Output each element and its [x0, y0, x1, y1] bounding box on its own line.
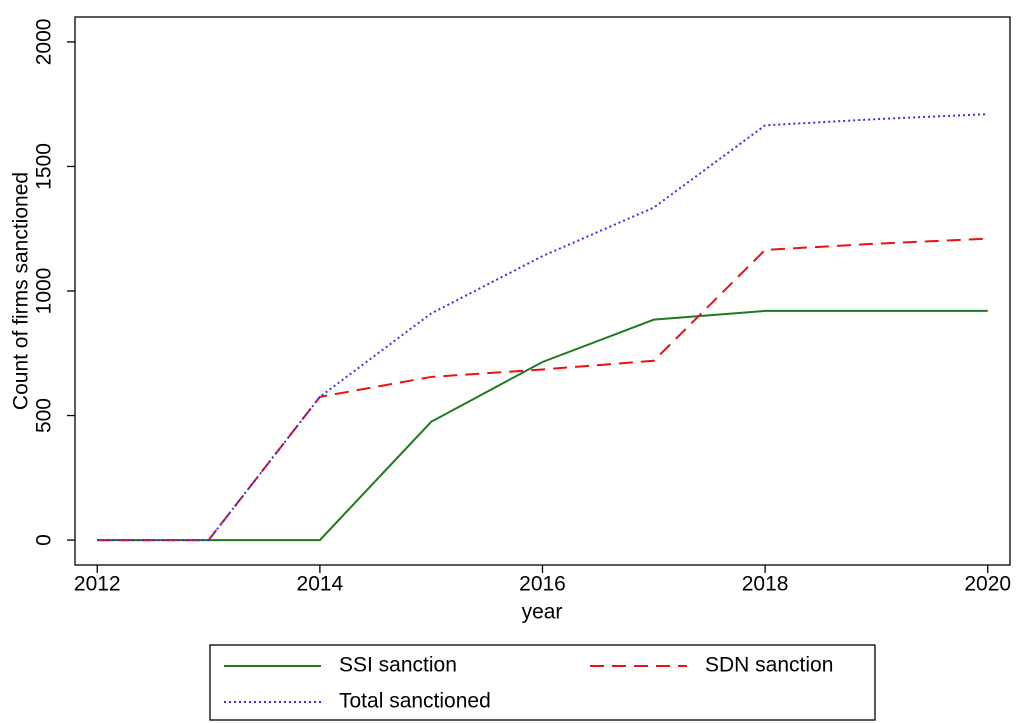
- x-tick-label: 2014: [297, 573, 344, 596]
- x-tick-label: 2018: [742, 573, 789, 596]
- y-tick-label: 1500: [33, 143, 56, 190]
- x-tick-label: 2020: [964, 573, 1011, 596]
- legend-label: SSI sanction: [339, 654, 457, 677]
- plot-frame: [74, 16, 1011, 566]
- y-tick-label: 1000: [33, 268, 56, 315]
- series-line: [97, 113, 988, 542]
- series-line: [97, 237, 988, 542]
- y-tick-label: 0: [33, 534, 56, 546]
- y-tick-label: 2000: [33, 19, 56, 66]
- legend-label: SDN sanction: [705, 654, 833, 677]
- y-tick-label: 500: [33, 398, 56, 433]
- legend-box: [209, 644, 876, 721]
- legend-label: Total sanctioned: [339, 690, 491, 713]
- x-tick-label: 2016: [519, 573, 566, 596]
- x-tick-label: 2012: [74, 573, 121, 596]
- series-line: [97, 309, 988, 542]
- y-axis-label: Count of firms sanctioned: [10, 172, 33, 410]
- x-axis-label: year: [522, 601, 563, 624]
